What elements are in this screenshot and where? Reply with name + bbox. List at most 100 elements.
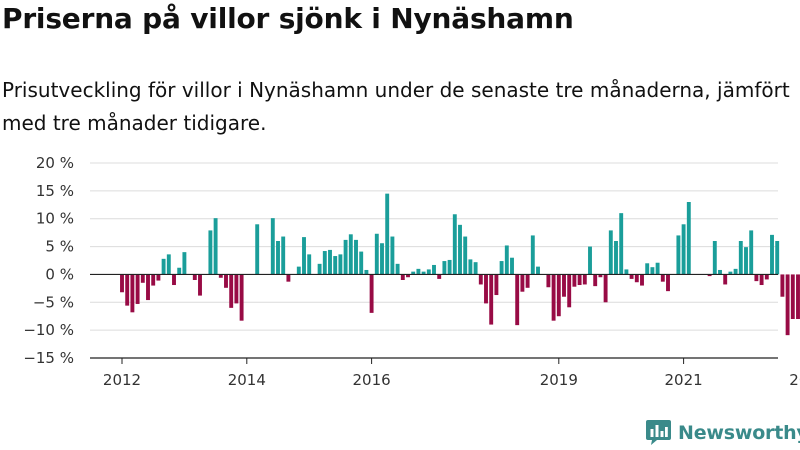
- bar: [395, 263, 400, 275]
- bar: [525, 274, 530, 288]
- bar: [790, 274, 795, 319]
- bar: [764, 274, 769, 280]
- bar: [146, 274, 150, 301]
- bar: [172, 274, 176, 286]
- bar: [738, 241, 743, 275]
- bar: [161, 258, 166, 275]
- bar: [582, 274, 587, 285]
- bar: [447, 259, 452, 275]
- bar: [452, 214, 457, 275]
- bar: [239, 274, 244, 321]
- bar: [614, 241, 618, 275]
- bar: [348, 234, 353, 275]
- y-tick-label: 10 %: [36, 210, 74, 228]
- bar-chart: −15 % −10 % −5 % 0 % 5 % 10 % 15 % 20 % 2012 201…: [23, 154, 800, 389]
- bar: [296, 266, 301, 275]
- bar: [364, 269, 369, 275]
- bar: [723, 274, 728, 285]
- bar: [562, 274, 566, 297]
- bar: [754, 274, 759, 282]
- bar: [666, 274, 670, 292]
- bar: [130, 274, 135, 313]
- y-tick-label: 20 %: [36, 154, 74, 172]
- x-tick-label: 2023: [789, 371, 800, 389]
- bar: [780, 274, 785, 297]
- bar: [359, 251, 364, 275]
- x-tick-label: 2012: [103, 371, 141, 389]
- bar: [229, 274, 234, 308]
- bar: [281, 236, 286, 275]
- bar: [593, 274, 598, 287]
- bar: [198, 274, 202, 296]
- chart-subtitle: Prisutveckling för villor i Nynäshamn un…: [2, 78, 790, 135]
- bar: [619, 213, 624, 275]
- bar: [182, 252, 187, 275]
- bar: [499, 261, 504, 275]
- bar: [510, 257, 514, 275]
- bar: [286, 274, 291, 282]
- chart-title: Priserna på villor sjönk i Nynäshamn: [2, 2, 574, 35]
- bar: [681, 224, 686, 275]
- bar: [322, 251, 327, 275]
- bar: [707, 274, 712, 277]
- bar: [224, 274, 228, 288]
- x-tick-label: 2014: [228, 371, 266, 389]
- bar: [156, 274, 161, 281]
- bar: [416, 268, 421, 275]
- bar: [463, 236, 468, 275]
- y-tick-label: 15 %: [36, 182, 74, 200]
- bar: [390, 236, 395, 275]
- bar: [660, 274, 665, 282]
- bar: [140, 274, 145, 283]
- bar: [473, 262, 478, 275]
- x-tick-label: 2019: [540, 371, 578, 389]
- bar: [744, 247, 748, 275]
- bar: [208, 230, 213, 275]
- bar: [120, 274, 124, 293]
- bar: [317, 263, 322, 275]
- bar: [135, 274, 140, 304]
- bar: [728, 271, 733, 275]
- bar: [484, 274, 488, 304]
- bar: [733, 268, 738, 275]
- bar: [624, 269, 629, 275]
- bar: [374, 233, 379, 275]
- bar: [634, 274, 639, 283]
- y-axis-ticks: −15 % −10 % −5 % 0 % 5 % 10 % 15 % 20 %: [23, 154, 74, 367]
- newsworthy-logo[interactable]: Newsworthy: [645, 419, 800, 447]
- x-axis: 2012201420162019202120232025: [90, 273, 800, 389]
- y-tick-label: −5 %: [33, 293, 74, 311]
- bar: [515, 274, 520, 326]
- bar: [234, 274, 239, 304]
- bar: [421, 271, 426, 275]
- bar: [270, 218, 275, 275]
- bar: [125, 274, 130, 306]
- bar: [494, 274, 499, 296]
- bar: [354, 239, 358, 275]
- bar: [411, 271, 416, 275]
- bar: [645, 263, 650, 275]
- bar: [775, 241, 780, 275]
- bar: [307, 254, 312, 275]
- gridlines: [90, 162, 778, 359]
- bar: [328, 249, 332, 275]
- bar: [192, 274, 197, 280]
- bar: [151, 274, 156, 286]
- bar: [655, 262, 660, 275]
- y-tick-label: −10 %: [23, 321, 74, 339]
- bar: [177, 267, 182, 275]
- bar: [343, 239, 348, 275]
- bar: [572, 274, 577, 287]
- bar: [603, 274, 608, 303]
- bar: [380, 243, 384, 275]
- bar: [796, 274, 800, 319]
- bar: [166, 254, 171, 275]
- bar: [338, 254, 343, 275]
- bar: [458, 224, 462, 275]
- bar: [567, 274, 572, 308]
- bar: [504, 245, 509, 275]
- bar: [546, 274, 551, 288]
- y-tick-label: 0 %: [45, 265, 74, 283]
- bar: [629, 274, 634, 279]
- bar: [333, 256, 338, 275]
